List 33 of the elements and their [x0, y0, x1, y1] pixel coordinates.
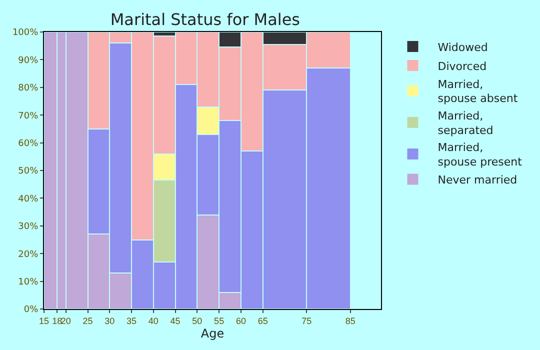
legend-label: Widowed	[438, 40, 488, 54]
y-tick-label: 50%	[18, 166, 39, 177]
x-tick-label: 65	[258, 316, 268, 326]
legend-label: Divorced	[438, 60, 487, 73]
x-tick-label: 18	[52, 316, 62, 326]
y-tick-label: 10%	[18, 277, 39, 288]
y-tick-label: 60%	[18, 138, 39, 149]
x-tick-label: 30	[104, 316, 115, 326]
x-tick-label: 60	[236, 316, 246, 326]
x-tick-label: 40	[148, 316, 158, 326]
legend-label: Married, spouse present	[438, 141, 523, 168]
y-tick-label: 0%	[24, 305, 39, 316]
x-tick-label: 55	[214, 316, 224, 326]
x-tick-label: 35	[126, 316, 137, 326]
x-tick-label: 15	[38, 316, 50, 326]
x-tick-label: 75	[302, 316, 312, 326]
x-tick-label: 85	[345, 316, 356, 326]
y-tick-label: 30%	[18, 222, 39, 232]
y-tick-label: 20%	[18, 250, 39, 260]
x-axis-title: Age	[200, 326, 224, 341]
x-tick-label: 25	[82, 316, 93, 326]
x-tick-label: 45	[170, 316, 180, 326]
y-tick-label: 70%	[18, 111, 39, 122]
legend-label: Married, separated	[438, 110, 494, 137]
y-tick-label: 80%	[18, 84, 39, 94]
legend-label: Never married	[438, 174, 518, 187]
y-tick-label: 40%	[18, 194, 39, 204]
legend-label: Married, spouse absent	[438, 78, 518, 106]
y-tick-label: 90%	[18, 56, 39, 66]
x-tick-label: 20	[60, 316, 71, 326]
chart-title: Marital Status for Males	[110, 10, 300, 30]
x-tick-label: 50	[192, 316, 202, 326]
y-tick-label: 100%	[12, 28, 39, 38]
